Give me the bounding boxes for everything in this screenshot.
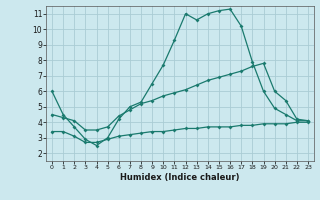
X-axis label: Humidex (Indice chaleur): Humidex (Indice chaleur) bbox=[120, 173, 240, 182]
